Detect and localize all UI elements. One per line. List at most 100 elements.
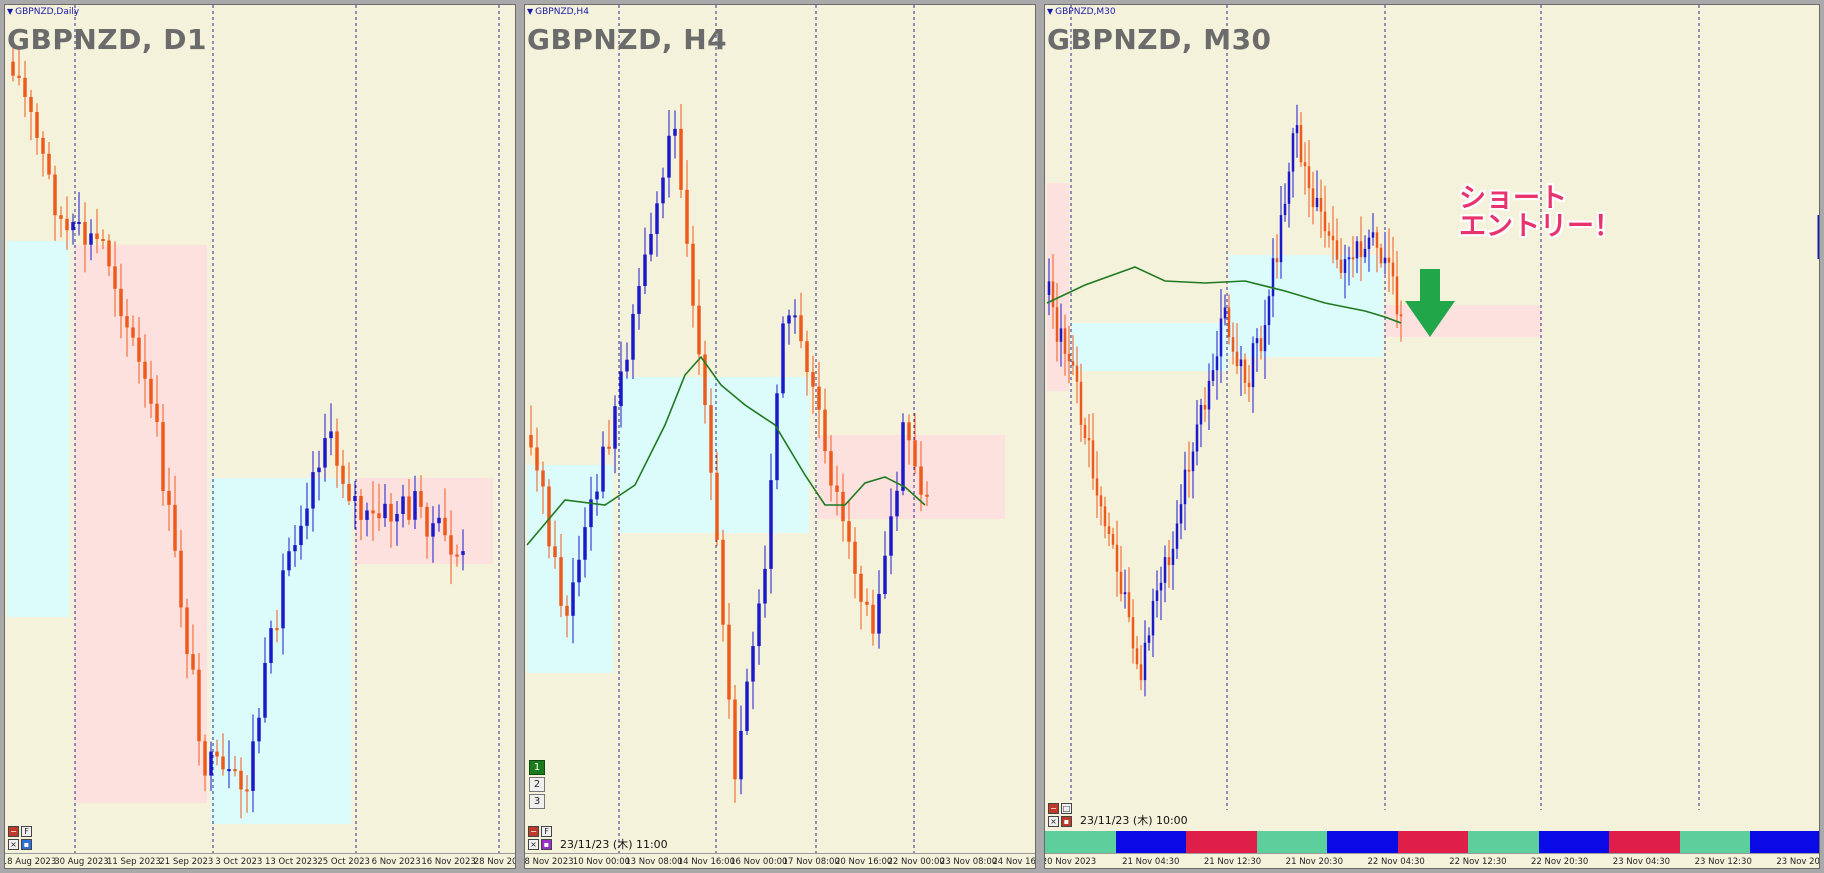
- bullish-candle-body: [1363, 248, 1367, 258]
- bullish-candle-body: [1159, 582, 1163, 591]
- price-plot-d1[interactable]: [5, 5, 516, 869]
- bullish-candle-body: [571, 582, 575, 616]
- bearish-candle-body: [565, 605, 569, 616]
- maximize-indicator-button[interactable]: □: [1061, 803, 1072, 814]
- close-indicator-button[interactable]: ×: [8, 839, 19, 850]
- session-color-segment: [1468, 831, 1540, 853]
- bearish-candle-body: [1247, 382, 1251, 388]
- bearish-candle-body: [703, 354, 707, 406]
- indicator-settings-button[interactable]: ▪: [21, 839, 32, 850]
- bearish-candle-body: [119, 288, 123, 317]
- bearish-candle-body: [179, 550, 183, 608]
- bearish-candle-body: [1135, 648, 1139, 665]
- float-button[interactable]: F: [541, 826, 552, 837]
- chart-window-d1[interactable]: ▼ GBPNZD,Daily GBPNZD, D1 − F × ▪ 18 Aug …: [4, 4, 516, 869]
- bearish-candle-body: [1099, 495, 1103, 507]
- bullish-candle-body: [739, 730, 743, 780]
- bullish-candle-body: [1295, 125, 1299, 134]
- price-plot-h4[interactable]: [525, 5, 1036, 869]
- bearish-candle-body: [823, 409, 827, 452]
- bearish-candle-body: [1087, 438, 1091, 441]
- chart-tab-d1[interactable]: ▼ GBPNZD,Daily: [7, 7, 79, 17]
- bearish-candle-body: [1331, 235, 1335, 241]
- bearish-candle-body: [1051, 281, 1055, 308]
- bearish-candle-body: [17, 75, 21, 78]
- bearish-candle-body: [137, 337, 141, 362]
- bearish-candle-body: [679, 128, 683, 190]
- bearish-candle-body: [35, 111, 39, 138]
- close-indicator-button[interactable]: ×: [528, 839, 539, 850]
- bearish-candle-body: [185, 607, 189, 655]
- bullish-candle-body: [395, 513, 399, 522]
- bearish-candle-body: [799, 315, 803, 342]
- symbol-title: GBPNZD, M30: [1047, 23, 1272, 56]
- bullish-candle-body: [1059, 328, 1063, 342]
- bearish-candle-body: [341, 465, 345, 484]
- bearish-candle-body: [1227, 307, 1231, 338]
- cursor-time-readout: 23/11/23 (木) 10:00: [1080, 814, 1188, 827]
- bullish-candle-body: [1207, 380, 1211, 410]
- time-axis-tick-label: 22 Nov 12:30: [1449, 857, 1507, 867]
- bullish-candle-body: [1239, 359, 1243, 367]
- bearish-candle-body: [697, 305, 701, 355]
- bullish-candle-body: [1199, 405, 1203, 425]
- bearish-candle-body: [811, 371, 815, 387]
- chevron-down-icon[interactable]: ▼: [1047, 7, 1054, 16]
- bearish-candle-body: [41, 137, 45, 154]
- bullish-candle-body: [1355, 241, 1359, 259]
- time-axis-tick-label: 20 Nov 16:00: [835, 857, 893, 867]
- chart-tab-m30[interactable]: ▼ GBPNZD,M30: [1047, 7, 1116, 17]
- chart-window-h4[interactable]: ▼ GBPNZD,H4 GBPNZD, H4 1 2 3 − F × ▪ 23/1…: [524, 4, 1036, 869]
- timeframe-preset-button-3[interactable]: 3: [529, 794, 545, 809]
- supply-zone: [1385, 305, 1541, 337]
- bullish-candle-body: [1211, 370, 1215, 381]
- bullish-candle-body: [577, 559, 581, 583]
- chart-tab-h4[interactable]: ▼ GBPNZD,H4: [527, 7, 589, 17]
- bullish-candle-body: [589, 499, 593, 528]
- bullish-candle-body: [757, 603, 761, 647]
- price-plot-m30[interactable]: [1045, 5, 1820, 869]
- timeframe-preset-button-1[interactable]: 1: [529, 760, 545, 775]
- bearish-candle-body: [245, 789, 249, 792]
- bearish-candle-body: [167, 491, 171, 505]
- indicator-settings-button[interactable]: ▪: [541, 839, 552, 850]
- bearish-candle-body: [113, 266, 117, 289]
- chart-window-m30[interactable]: ▼ GBPNZD,M30 GBPNZD, M30 ショート エントリー！ − □ …: [1044, 4, 1820, 869]
- minimize-indicator-button[interactable]: −: [8, 826, 19, 837]
- bearish-candle-body: [29, 96, 33, 112]
- minimize-indicator-button[interactable]: −: [528, 826, 539, 837]
- minimize-indicator-button[interactable]: −: [1048, 803, 1059, 814]
- moving-average-line: [1046, 266, 1402, 324]
- bearish-candle-body: [871, 604, 875, 634]
- bearish-candle-body: [335, 431, 339, 466]
- bearish-candle-body: [1131, 617, 1135, 649]
- bullish-candle-body: [1183, 469, 1187, 505]
- session-color-segment: [1397, 831, 1470, 853]
- bullish-candle-body: [1291, 133, 1295, 172]
- chevron-down-icon[interactable]: ▼: [7, 7, 14, 16]
- time-axis-tick-label: 21 Nov 04:30: [1122, 857, 1180, 867]
- bearish-candle-body: [1071, 361, 1075, 366]
- bearish-candle-body: [275, 628, 279, 631]
- chart-tab-label: GBPNZD,H4: [535, 7, 589, 17]
- bullish-candle-body: [77, 221, 81, 224]
- timeframe-preset-button-2[interactable]: 2: [529, 777, 545, 792]
- bullish-candle-body: [1343, 259, 1347, 273]
- bullish-candle-body: [1283, 203, 1287, 216]
- close-indicator-button[interactable]: ×: [1048, 816, 1059, 827]
- bearish-candle-body: [1319, 197, 1323, 212]
- bearish-candle-body: [817, 386, 821, 410]
- bullish-candle-body: [365, 510, 369, 520]
- bullish-candle-body: [1367, 237, 1371, 249]
- demand-zone: [7, 241, 69, 617]
- bearish-candle-body: [1375, 232, 1379, 248]
- float-button[interactable]: F: [21, 826, 32, 837]
- bearish-candle-body: [359, 495, 363, 520]
- bullish-candle-body: [1371, 232, 1375, 238]
- chevron-down-icon[interactable]: ▼: [527, 7, 534, 16]
- bullish-candle-body: [413, 491, 417, 520]
- indicator-settings-button[interactable]: ▪: [1061, 816, 1072, 827]
- cursor-time-readout: 23/11/23 (木) 11:00: [560, 838, 668, 851]
- time-axis-m30: 20 Nov 2023 21 Nov 04:30 21 Nov 12:30 21 No…: [1045, 853, 1819, 868]
- time-axis-tick-label: 10 Nov 00:00: [572, 857, 631, 867]
